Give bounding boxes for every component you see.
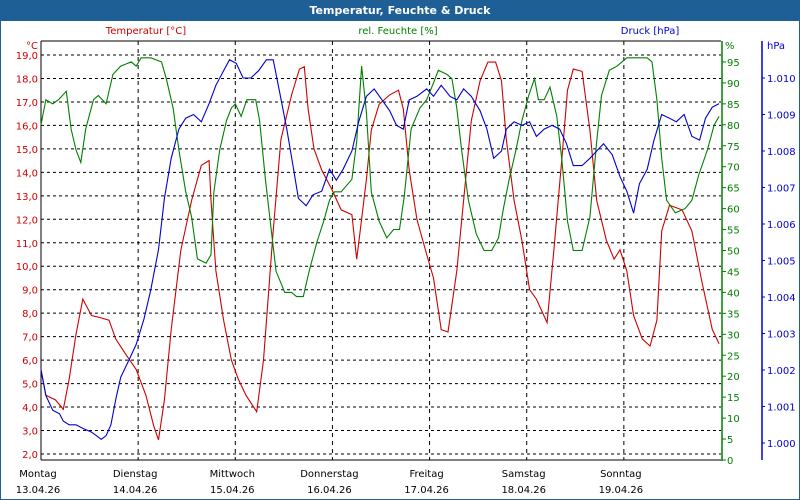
x-date-label: 14.04.26: [113, 485, 158, 496]
humidity-unit-label: %: [725, 41, 735, 52]
x-day-label: Donnerstag: [300, 469, 358, 480]
temperature-tick-label: 9,0: [22, 286, 38, 297]
window-title: Temperatur, Feuchte & Druck: [1, 1, 799, 21]
temperature-tick-label: 6,0: [22, 356, 38, 367]
temperature-tick-label: 17,0: [16, 98, 38, 109]
series-line-temperature: [40, 61, 720, 441]
pressure-tick-label: 1.008: [767, 147, 796, 158]
humidity-axis-title: rel. Feuchte [%]: [358, 26, 437, 37]
temperature-axis-title: Temperatur [°C]: [105, 26, 186, 37]
temperature-tick-label: 13,0: [16, 192, 38, 203]
humidity-tick-label: 20: [727, 372, 740, 383]
humidity-tick-label: 95: [727, 58, 740, 69]
x-day-label: Dienstag: [113, 469, 158, 480]
temperature-tick-label: 8,0: [22, 309, 38, 320]
temperature-tick-label: 16,0: [16, 121, 38, 132]
humidity-tick-label: 80: [727, 121, 740, 132]
humidity-tick-label: 15: [727, 393, 740, 404]
humidity-tick-label: 55: [727, 226, 740, 237]
x-date-label: 18.04.26: [501, 485, 546, 496]
x-day-label: Samstag: [502, 469, 546, 480]
temperature-tick-label: 11,0: [16, 239, 38, 250]
humidity-tick-label: 70: [727, 163, 740, 174]
pressure-axis-title: Druck [hPa]: [621, 26, 680, 37]
temperature-tick-label: 5,0: [22, 380, 38, 391]
temperature-tick-label: 19,0: [16, 51, 38, 62]
humidity-tick-label: 65: [727, 184, 740, 195]
humidity-tick-label: 50: [727, 247, 740, 258]
pressure-tick-label: 1.002: [767, 366, 796, 377]
humidity-tick-label: 75: [727, 142, 740, 153]
x-date-label: 13.04.26: [16, 485, 61, 496]
humidity-tick-label: 5: [727, 435, 733, 446]
temperature-tick-label: 14,0: [16, 168, 38, 179]
temperature-tick-label: 3,0: [22, 427, 38, 438]
pressure-tick-label: 1.000: [767, 439, 796, 450]
x-day-label: Freitag: [409, 469, 443, 480]
pressure-tick-label: 1.009: [767, 111, 796, 122]
pressure-tick-label: 1.010: [767, 74, 796, 85]
x-day-label: Sonntag: [600, 469, 642, 480]
temperature-tick-label: 2,0: [22, 450, 38, 461]
temperature-tick-label: 18,0: [16, 74, 38, 85]
humidity-tick-label: 90: [727, 79, 740, 90]
pressure-tick-label: 1.007: [767, 184, 796, 195]
humidity-tick-label: 60: [727, 205, 740, 216]
x-day-label: Montag: [19, 469, 56, 480]
pressure-tick-label: 1.004: [767, 293, 796, 304]
humidity-tick-label: 35: [727, 309, 740, 320]
temperature-tick-label: 10,0: [16, 262, 38, 273]
pressure-tick-label: 1.006: [767, 220, 796, 231]
pressure-tick-label: 1.003: [767, 330, 796, 341]
temperature-tick-label: 12,0: [16, 215, 38, 226]
x-date-label: 17.04.26: [404, 485, 449, 496]
humidity-tick-label: 40: [727, 288, 740, 299]
humidity-tick-label: 45: [727, 267, 740, 278]
series-line-humidity: [40, 57, 720, 298]
series-line-pressure: [40, 59, 720, 440]
temperature-tick-label: 7,0: [22, 333, 38, 344]
temperature-tick-label: 4,0: [22, 403, 38, 414]
x-date-label: 15.04.26: [210, 485, 255, 496]
pressure-tick-label: 1.001: [767, 403, 796, 414]
humidity-tick-label: 25: [727, 351, 740, 362]
x-date-label: 16.04.26: [307, 485, 352, 496]
x-day-label: Mittwoch: [210, 469, 255, 480]
humidity-tick-label: 85: [727, 100, 740, 111]
temperature-unit-label: °C: [26, 41, 38, 52]
pressure-unit-label: hPa: [767, 41, 785, 52]
humidity-tick-label: 10: [727, 414, 740, 425]
humidity-tick-label: 0: [727, 456, 733, 467]
temperature-tick-label: 15,0: [16, 145, 38, 156]
pressure-tick-label: 1.005: [767, 257, 796, 268]
x-date-label: 19.04.26: [599, 485, 644, 496]
humidity-tick-label: 30: [727, 330, 740, 341]
